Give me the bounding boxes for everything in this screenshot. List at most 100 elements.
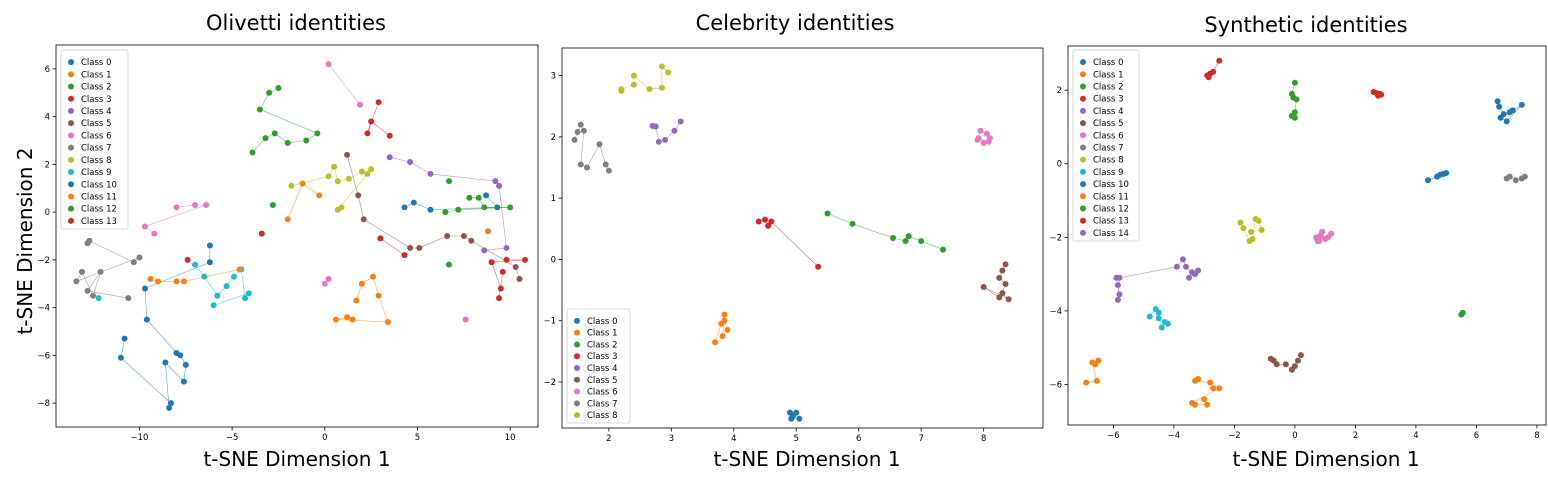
class-2-point [849,220,856,227]
class-0-point [1503,118,1510,125]
class-4-point [386,154,393,161]
class-5-point [1273,361,1280,368]
class-8-point [658,63,665,70]
class-5-link [357,195,365,220]
class-5-point [468,237,475,244]
x-axis-label: t-SNE Dimension 1 [1232,447,1419,471]
class-8-point [1258,226,1265,233]
class-1-point [316,192,323,199]
class-7-point [583,164,590,171]
class-7-link [87,271,101,292]
class-7-link [580,130,585,165]
y-tick-label: 4 [45,113,50,123]
class-1-point [1192,401,1199,408]
class-2-point [256,106,263,113]
class-7-point [577,161,584,168]
class-5-point [1002,261,1009,268]
x-axis-label: t-SNE Dimension 1 [713,447,900,471]
class-6-point [192,201,199,208]
y-tick-label: −6 [37,351,50,361]
class-10-point [1425,177,1432,184]
class-1-point [1089,359,1096,366]
legend-label: Class 3 [1093,95,1123,105]
legend-label: Class 5 [1093,119,1123,129]
legend-marker [574,317,580,324]
class-9-link [241,269,246,299]
class-1-point [299,180,306,187]
class-8-point [1237,219,1244,226]
legend-marker [68,132,74,139]
x-tick-label: 7 [918,434,923,444]
class-1-link [302,183,320,196]
legend-marker [574,388,580,395]
x-tick-label: −5 [226,433,239,443]
class-7-link [76,257,140,282]
y-tick-label: 1 [551,194,556,204]
class-2-point [446,261,453,268]
legend-label: Class 6 [587,388,617,398]
legend-label: Class 11 [81,192,117,202]
class-4-link [484,247,507,251]
legend-label: Class 10 [1093,180,1129,190]
legend-marker [574,329,580,336]
class-1-point [1083,379,1090,386]
legend-label: Class 3 [81,95,111,105]
class-7-point [596,141,603,148]
class-10-link [144,288,148,320]
class-10-link [165,362,185,382]
class-0-point [793,409,800,416]
class-2-point [249,149,256,156]
class-7-point [1512,177,1519,184]
class-5-point [512,264,519,271]
y-tick-label: 0 [1057,160,1062,170]
class-7-point [130,259,137,266]
class-9-point [223,283,230,290]
class-9-point [245,290,252,297]
class-8-point [1240,225,1247,232]
class-7-point [97,268,104,275]
legend-label: Class 8 [1093,156,1123,166]
legend-marker [1080,217,1086,224]
class-4-point [1186,274,1193,281]
class-10-point [121,335,128,342]
class-5-point [344,151,351,158]
class-8-point [364,170,371,177]
class-2-point [1288,112,1295,119]
class-3-point [401,252,408,259]
legend-label: Class 4 [81,107,111,117]
class-1-point [1216,385,1223,392]
class-9-point [242,295,249,302]
class-10-link [144,261,210,289]
class-4-point [1116,291,1123,298]
class-3-point [386,132,393,139]
legend-marker [574,412,580,419]
class-7-point [580,127,587,134]
class-8-point [630,81,637,88]
legend-label: Class 6 [1093,131,1123,141]
class-5-link [983,286,1009,300]
class-7-link [87,290,129,299]
class-2-point [1293,96,1300,103]
class-6-point [357,101,364,108]
class-6-point [203,201,210,208]
class-7-link [92,271,101,296]
panel-3: Synthetic identities t-SNE Dimension 1 −6 −… [1049,13,1547,471]
class-4-point [407,158,414,165]
legend-label: Class 2 [81,83,111,93]
class-2-point [824,210,831,217]
legend-label: Class 11 [1093,192,1129,202]
legend-marker [68,144,74,151]
class-11-link [183,269,240,282]
class-6-point [462,316,469,323]
class-5-point [999,267,1006,274]
class-4-point [481,247,488,254]
legend-marker [68,95,74,102]
class-5-point [407,244,414,251]
class-8-point [345,175,352,182]
class-1-point [721,311,728,318]
class-4-link [409,161,431,175]
class-0-point [1494,98,1501,105]
class-1-point [284,216,291,223]
class-12-point [442,209,449,216]
